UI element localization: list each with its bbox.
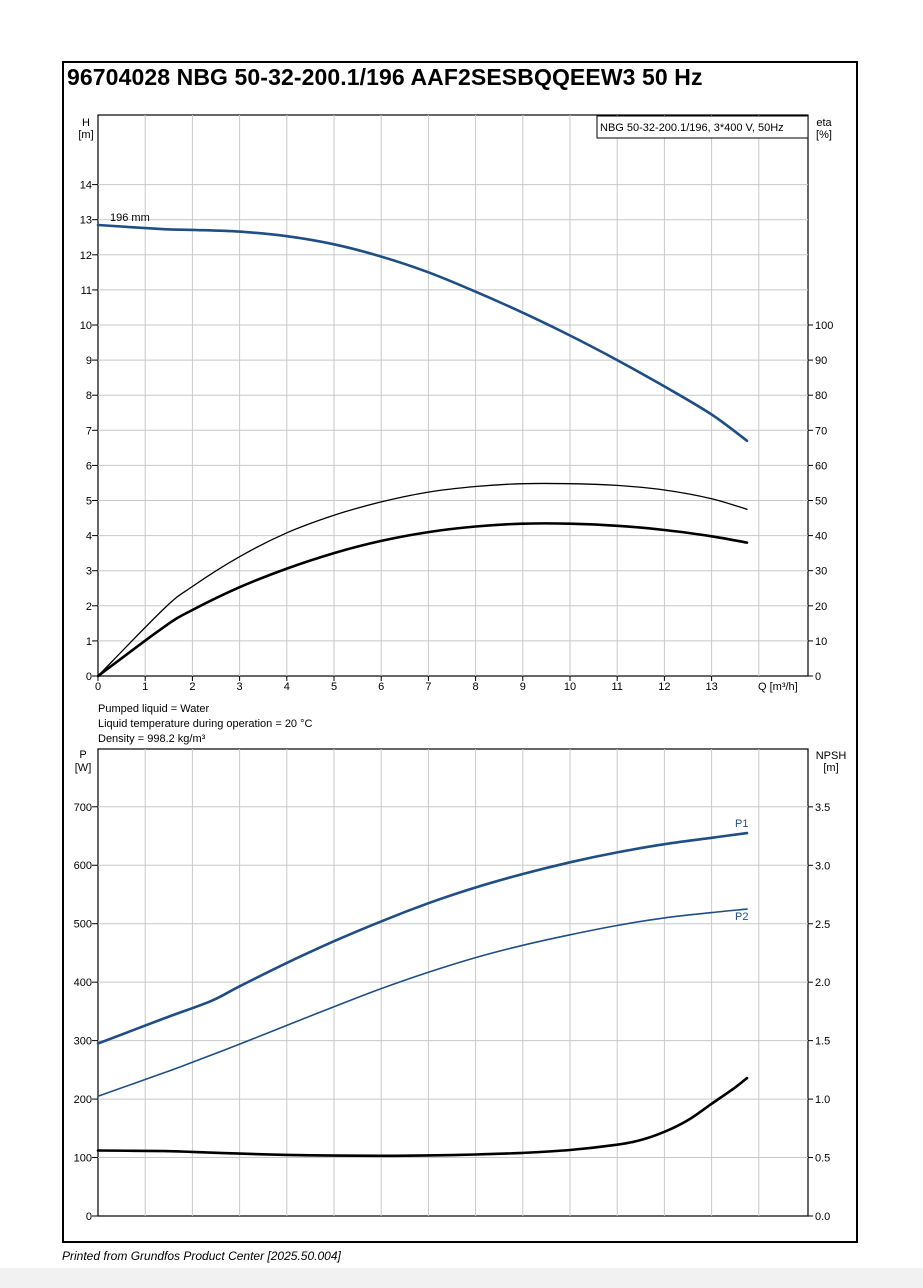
chart-bottom-left-tick-label: 0 <box>86 1211 92 1223</box>
chart-top-left-tick-label: 8 <box>86 390 92 402</box>
chart-top-x-tick-label: 1 <box>142 681 148 693</box>
chart-top-left-tick-label: 6 <box>86 460 92 472</box>
page-bottom-strip <box>0 1268 923 1288</box>
chart-bottom-left-tick-label: 700 <box>74 802 92 814</box>
chart-top-x-tick-label: 11 <box>611 681 622 693</box>
chart-top-x-tick-label: 13 <box>705 681 717 693</box>
chart-bottom-left-tick-label: 500 <box>74 919 92 931</box>
chart-bottom-left-tick-label: 100 <box>74 1153 92 1165</box>
chart-top-x-tick-label: 10 <box>564 681 576 693</box>
npsh-axis-label-name: NPSH <box>816 750 847 762</box>
chart-top-x-tick-label: 5 <box>331 681 337 693</box>
y-right-label-unit: [%] <box>816 129 832 141</box>
chart-bottom-left-tick-label: 300 <box>74 1036 92 1048</box>
chart-top-right-tick-label: 60 <box>815 460 827 472</box>
chart-bottom-right-tick-label: 1.5 <box>815 1036 830 1048</box>
chart-bottom-right-tick-label: 2.0 <box>815 977 830 989</box>
chart-bottom-left-tick-label: 600 <box>74 860 92 872</box>
p-axis-label-unit: [W] <box>75 762 92 774</box>
chart-top-right-tick-label: 10 <box>815 636 827 648</box>
eta-curve-thick <box>98 523 747 676</box>
series-label-p2: P2 <box>735 911 748 923</box>
chart-top-x-tick-label: 0 <box>95 681 101 693</box>
chart-bottom-left-tick-label: 400 <box>74 977 92 989</box>
eta-curve-thin <box>98 483 747 676</box>
chart-top-left-tick-label: 10 <box>80 320 92 332</box>
legend-box-text: NBG 50-32-200.1/196, 3*400 V, 50Hz <box>600 122 784 134</box>
chart-bottom-right-tick-label: 2.5 <box>815 919 830 931</box>
chart-top-grid <box>98 115 808 676</box>
p-axis-label-name: P <box>79 749 86 761</box>
series-label-p1: P1 <box>735 818 748 830</box>
chart-top-right-tick-label: 50 <box>815 496 827 508</box>
p2-power-curve <box>98 909 747 1096</box>
chart-bottom-right-tick-label: 3.5 <box>815 802 830 814</box>
chart-top-right-tick-label: 30 <box>815 566 827 578</box>
footer-print-note: Printed from Grundfos Product Center [20… <box>62 1249 341 1263</box>
p1-power-curve <box>98 833 747 1043</box>
chart-top-x-tick-label: 12 <box>658 681 670 693</box>
chart-top-x-tick-label: 4 <box>284 681 290 693</box>
chart-top-x-tick-label: 3 <box>237 681 243 693</box>
chart-top-left-tick-label: 0 <box>86 671 92 683</box>
chart-top-curves <box>98 225 747 676</box>
chart-top-x-tick-label: 6 <box>378 681 384 693</box>
chart-top-x-tick-label: 7 <box>425 681 431 693</box>
chart-top-right-tick-label: 20 <box>815 601 827 613</box>
info-liquid-temperature: Liquid temperature during operation = 20… <box>98 718 313 730</box>
y-left-label-name: H <box>82 117 90 129</box>
y-right-label-name: eta <box>816 117 832 129</box>
chart-top-left-tick-label: 1 <box>86 636 92 648</box>
npsh-curve <box>98 1078 747 1156</box>
chart-top-right-tick-label: 100 <box>815 320 833 332</box>
info-density: Density = 998.2 kg/m³ <box>98 733 206 745</box>
chart-bottom-right-tick-label: 0.5 <box>815 1153 830 1165</box>
npsh-axis-label-unit: [m] <box>823 762 838 774</box>
x-axis-label: Q [m³/h] <box>758 681 798 693</box>
chart-top-left-tick-label: 5 <box>86 496 92 508</box>
chart-top-left-tick-label: 11 <box>81 285 92 297</box>
chart-top-x-tick-label: 9 <box>520 681 526 693</box>
chart-top-left-tick-label: 13 <box>80 215 92 227</box>
chart-top-right-tick-label: 70 <box>815 425 827 437</box>
chart-bottom-right-tick-label: 0.0 <box>815 1211 830 1223</box>
chart-bottom-right-tick-label: 3.0 <box>815 860 830 872</box>
chart-top-left-tick-label: 3 <box>86 566 92 578</box>
chart-top-left-tick-label: 4 <box>86 531 92 543</box>
power-npsh-chart: 0 100 200 300 400 500 600 700 0.0 0.5 1.0 1.5 2.0 2.5… <box>74 749 847 1223</box>
chart-top-left-tick-label: 9 <box>86 355 92 367</box>
chart-bottom-left-tick-label: 200 <box>74 1094 92 1106</box>
chart-bottom-right-tick-label: 1.0 <box>815 1094 830 1106</box>
chart-top-right-tick-label: 40 <box>815 531 827 543</box>
chart-top-right-tick-label: 80 <box>815 390 827 402</box>
chart-top-right-tick-label: 90 <box>815 355 827 367</box>
chart-top-left-tick-label: 12 <box>80 250 92 262</box>
chart-top-left-tick-label: 7 <box>86 425 92 437</box>
chart-bottom-grid <box>98 749 808 1216</box>
chart-top-x-tick-label: 8 <box>473 681 479 693</box>
impeller-diameter-annotation: 196 mm <box>110 212 150 224</box>
info-pumped-liquid: Pumped liquid = Water <box>98 703 210 715</box>
chart-top-left-tick-label: 14 <box>80 180 92 192</box>
chart-top-right-tick-label: 0 <box>815 671 821 683</box>
head-efficiency-chart: 0123456789101112131401020304050607080901… <box>78 115 833 693</box>
chart-bottom-curves <box>98 833 747 1156</box>
head-curve <box>98 225 747 441</box>
chart-top-x-tick-label: 2 <box>189 681 195 693</box>
y-left-label-unit: [m] <box>78 129 93 141</box>
chart-top-left-tick-label: 2 <box>86 601 92 613</box>
